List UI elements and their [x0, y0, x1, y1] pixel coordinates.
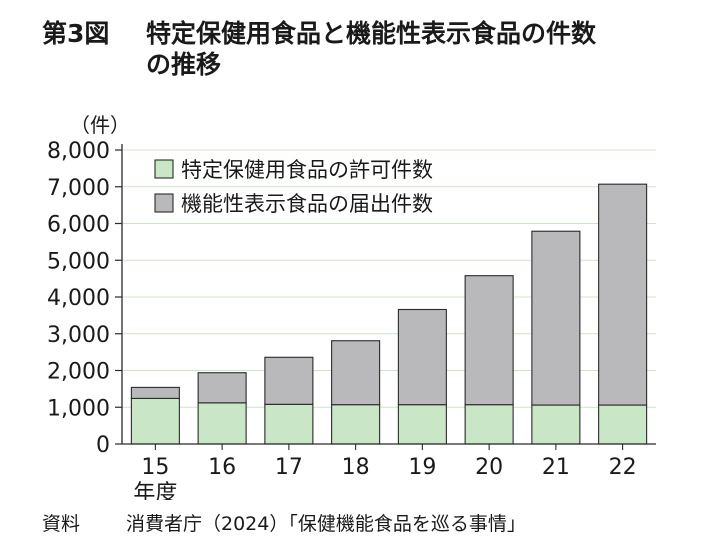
x-axis-label: 年度	[133, 481, 177, 500]
legend-label-kinousei: 機能性表示食品の届出件数	[181, 192, 433, 216]
bar-kinousei-16	[197, 372, 247, 404]
y-tick-label-5000: 5,000	[47, 249, 110, 274]
source-label: 資料	[42, 513, 81, 535]
y-tick-label-4000: 4,000	[47, 286, 110, 311]
bar-tokuho-21	[531, 404, 581, 445]
source-text: 消費者庁（2024）「保健機能食品を巡る事情」	[126, 513, 526, 535]
bar-tokuho-15	[130, 397, 180, 445]
bar-kinousei-22	[598, 183, 648, 406]
legend-swatch-tokuho	[154, 159, 174, 179]
y-tick-label-2000: 2,000	[47, 360, 110, 385]
x-tick-label-15: 15	[141, 455, 169, 480]
title-line-2: の推移	[146, 50, 222, 79]
legend-swatch-kinousei	[154, 193, 174, 213]
bar-tokuho-22	[598, 404, 648, 445]
y-tick-label-7000: 7,000	[47, 176, 110, 201]
bar-tokuho-19	[397, 404, 447, 445]
y-tick-label-0: 0	[96, 433, 110, 458]
bar-kinousei-19	[397, 308, 447, 406]
x-tick-label-19: 19	[408, 455, 436, 480]
bar-kinousei-17	[264, 356, 314, 405]
bar-tokuho-16	[197, 402, 247, 445]
bar-kinousei-20	[464, 275, 514, 406]
y-axis-unit-label: （件）	[70, 113, 130, 137]
bar-tokuho-17	[264, 403, 314, 445]
bars	[130, 183, 648, 445]
y-tick-label-6000: 6,000	[47, 213, 110, 238]
x-tick-label-16: 16	[208, 455, 236, 480]
x-tick-label-21: 21	[542, 455, 570, 480]
x-tick-label-17: 17	[275, 455, 303, 480]
figure-number: 第3図	[42, 19, 110, 48]
axes: 0 1,000 2,000 3,000 4,000 5,000 6,000 7,000 8,00…	[47, 113, 656, 500]
legend-label-tokuho: 特定保健用食品の許可件数	[181, 158, 433, 182]
bar-tokuho-18	[331, 404, 381, 445]
source-note: 資料 消費者庁（2024）「保健機能食品を巡る事情」	[42, 509, 526, 536]
y-tick-label-1000: 1,000	[47, 396, 110, 421]
bar-kinousei-21	[531, 230, 581, 406]
y-tick-label-3000: 3,000	[47, 323, 110, 348]
y-tick-label-8000: 8,000	[47, 139, 110, 164]
x-tick-label-18: 18	[342, 455, 370, 480]
title-line-1: 特定保健用食品と機能性表示食品の件数	[146, 19, 597, 48]
x-tick-label-22: 22	[609, 455, 637, 480]
bar-kinousei-15	[130, 386, 180, 399]
bar-kinousei-18	[331, 340, 381, 406]
chart-title: 第3図 特定保健用食品と機能性表示食品の件数 の推移	[42, 18, 682, 80]
stacked-bar-chart: 0 1,000 2,000 3,000 4,000 5,000 6,000 7,000 8,00…	[47, 113, 656, 500]
bar-tokuho-20	[464, 404, 514, 445]
x-tick-label-20: 20	[475, 455, 503, 480]
